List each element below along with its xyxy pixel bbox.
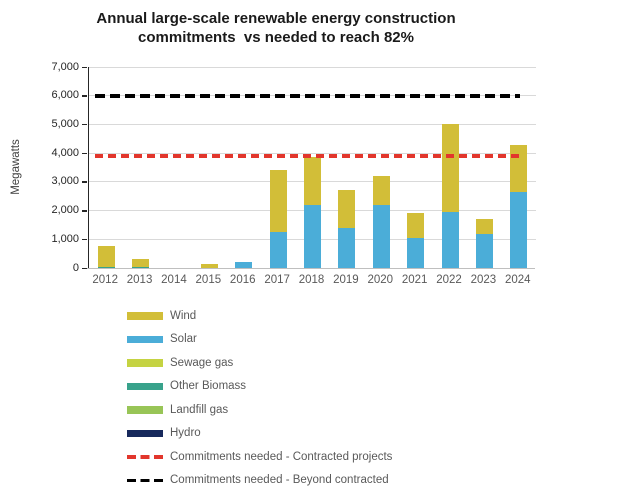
reference-line-commitments-needed-beyond-contracted: [95, 93, 520, 98]
y-tick-label-5000: 5,000: [51, 117, 79, 130]
commitments-needed-contracted-projects-legend-swatch: [127, 455, 163, 459]
x-axis-label-2012: 2012: [92, 274, 118, 286]
hydro-legend-label: Hydro: [170, 427, 201, 440]
bar-2022-wind: [441, 124, 459, 212]
bar-2024-solar: [510, 191, 528, 268]
sewage-gas-legend-label: Sewage gas: [170, 356, 234, 369]
chart-title-line2: commitments vs needed to reach 82%: [138, 29, 414, 46]
bar-2021-solar: [407, 237, 425, 268]
y-tick-mark-2000: [82, 210, 87, 212]
bar-2021-wind: [407, 213, 425, 238]
landfill-gas-legend-label: Landfill gas: [170, 403, 229, 416]
bar-2016-solar: [235, 262, 253, 268]
y-tick-mark-6000: [82, 95, 87, 97]
other-biomass-legend-swatch: [127, 382, 163, 390]
legend-item-other-biomass: Other Biomass: [127, 375, 392, 399]
x-axis-label-2016: 2016: [229, 274, 256, 286]
chart-title: Annual large-scale renewable energy cons…: [0, 9, 552, 47]
bar-2017-wind: [269, 170, 287, 233]
x-axis-label-2019: 2019: [333, 274, 359, 286]
x-axis-label-2023: 2023: [470, 274, 497, 286]
chart-title-line1: Annual large-scale renewable energy cons…: [96, 10, 456, 27]
x-axis-line: [85, 268, 535, 269]
legend: Wind Solar Sewage gas Other Biomass Landfill…: [127, 304, 392, 492]
gridline-4000: [89, 152, 536, 154]
y-tick-label-2000: 2,000: [51, 204, 79, 217]
bar-2024-wind: [510, 144, 528, 192]
solar-legend-label: Solar: [170, 333, 197, 346]
landfill-gas-legend-swatch: [127, 406, 163, 414]
bar-2012-other-biomass: [97, 267, 115, 268]
commitments-needed-beyond-contracted-legend-swatch: [127, 478, 163, 482]
y-tick-mark-5000: [82, 123, 87, 126]
wind-legend-swatch: [127, 312, 163, 320]
bar-2013-other-biomass: [132, 267, 150, 268]
gridline-5000: [89, 123, 536, 125]
x-axis-label-2018: 2018: [298, 274, 325, 286]
bar-2023-solar: [475, 233, 493, 268]
bar-2019-wind: [338, 190, 356, 228]
hydro-legend-swatch: [127, 429, 163, 437]
other-biomass-legend-label: Other Biomass: [170, 380, 247, 393]
y-tick-label-6000: 6,000: [51, 89, 79, 102]
y-tick-label-4000: 4,000: [51, 146, 79, 159]
legend-item-landfill-gas: Landfill gas: [127, 398, 392, 422]
x-axis-label-2020: 2020: [367, 274, 394, 286]
legend-item-commitments-needed-beyond-contracted: Commitments needed - Beyond contracted: [127, 469, 392, 493]
y-axis-title: Megawatts: [10, 139, 22, 195]
bar-2017-solar: [269, 232, 287, 268]
y-tick-label-7000: 7,000: [51, 60, 79, 73]
solar-legend-swatch: [127, 335, 163, 343]
bar-2012-wind: [97, 246, 115, 268]
plot-area: [88, 66, 536, 268]
gridline-7000: [89, 66, 536, 68]
legend-item-hydro: Hydro: [127, 422, 392, 446]
bar-2023-wind: [475, 219, 493, 234]
legend-item-solar: Solar: [127, 328, 392, 352]
sewage-gas-legend-swatch: [127, 359, 163, 367]
x-axis-label-2013: 2013: [126, 274, 153, 286]
x-axis-label-2015: 2015: [195, 274, 222, 286]
bar-2022-solar: [441, 212, 459, 268]
bar-2020-solar: [372, 204, 390, 268]
bar-2019-solar: [338, 227, 356, 268]
reference-line-commitments-needed-contracted-projects: [95, 154, 520, 158]
y-tick-label-3000: 3,000: [51, 175, 79, 188]
y-tick-mark-0: [82, 267, 87, 269]
x-axis-label-2014: 2014: [161, 274, 187, 286]
x-axis-label-2022: 2022: [436, 274, 462, 286]
y-tick-mark-1000: [82, 238, 87, 241]
commitments-needed-contracted-projects-legend-label: Commitments needed - Contracted projects: [170, 450, 393, 463]
bar-2018-solar: [304, 204, 321, 268]
legend-item-sewage-gas: Sewage gas: [127, 351, 392, 375]
y-tick-label-0: 0: [72, 261, 79, 274]
commitments-needed-beyond-contracted-legend-label: Commitments needed - Beyond contracted: [170, 474, 389, 487]
y-tick-mark-3000: [82, 181, 87, 183]
bar-2015-wind: [200, 263, 218, 268]
bar-2018-wind: [304, 157, 321, 205]
y-tick-label-1000: 1,000: [51, 232, 79, 245]
x-axis-label-2017: 2017: [264, 274, 290, 286]
y-tick-mark-4000: [82, 152, 87, 155]
y-tick-mark-7000: [82, 66, 87, 68]
x-axis-label-2024: 2024: [505, 274, 531, 286]
wind-legend-label: Wind: [170, 309, 197, 322]
bar-2013-wind: [132, 259, 150, 268]
legend-item-commitments-needed-contracted-projects: Commitments needed - Contracted projects: [127, 445, 392, 469]
legend-item-wind: Wind: [127, 304, 392, 328]
bar-2020-wind: [372, 176, 390, 205]
x-axis-label-2021: 2021: [401, 274, 428, 286]
